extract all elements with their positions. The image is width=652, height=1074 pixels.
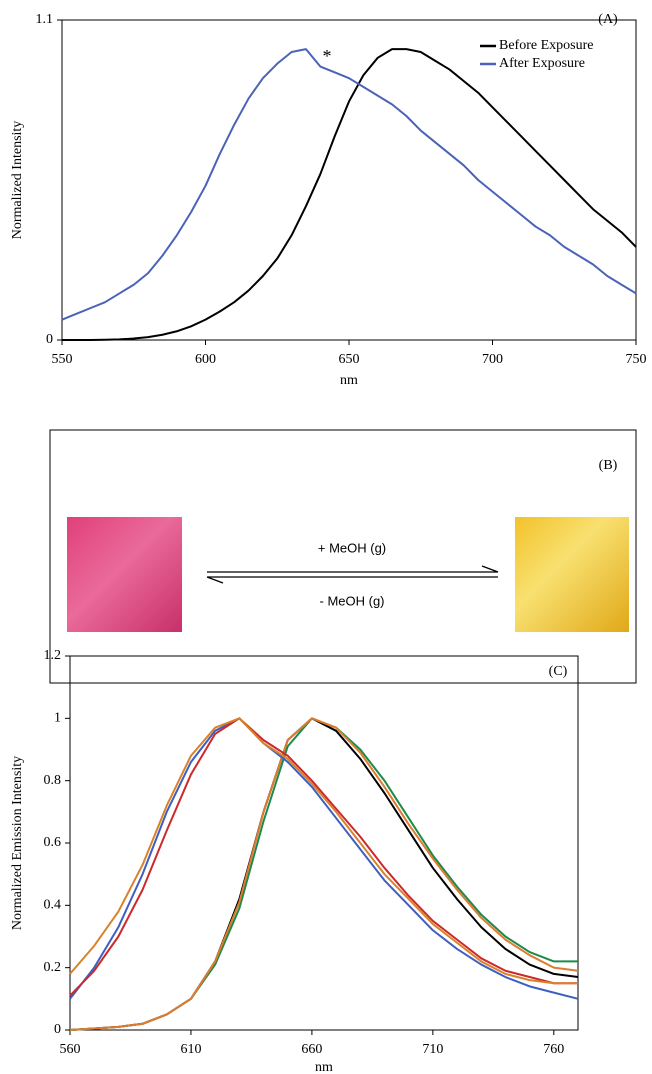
x-tick-label: 660 (301, 1042, 322, 1057)
y-tick-label: 0 (54, 1022, 61, 1037)
forward-arrow (207, 565, 499, 573)
panel-b: (B) + MeOH (g) - MeOH (g) (49, 429, 637, 684)
legend-label: After Exposure (499, 56, 585, 71)
chart: 550 600 650 700 750 0 1.1 nm Normalized Intensit… (10, 12, 646, 388)
y-axis-label: Normalized Intensity (10, 121, 25, 240)
x-tick-label: 650 (339, 352, 360, 367)
series-line (62, 48, 637, 341)
reverse-arrow (206, 576, 498, 584)
pink-film (67, 517, 182, 632)
chart: 560 610 660 710 760 0 0.2 0.4 0.6 0.8 1 1.2 nm Normal… (10, 648, 579, 1074)
panel-label: (C) (549, 664, 568, 679)
series-line (69, 717, 578, 1031)
yellow-film (515, 517, 629, 632)
x-tick-label: 750 (626, 352, 647, 367)
y-tick-label: 0.2 (44, 960, 62, 975)
y-tick-label: 0.4 (44, 898, 62, 913)
x-tick-label: 760 (543, 1042, 564, 1057)
x-tick-label: 550 (52, 352, 73, 367)
series-line (69, 717, 579, 1031)
x-axis-label: nm (340, 373, 358, 388)
plot-frame (69, 655, 579, 1031)
y-tick-label: 1.2 (44, 648, 62, 663)
x-axis-label: nm (315, 1060, 333, 1074)
y-tick-label: 1.1 (36, 12, 54, 27)
panel-label: (A) (598, 12, 618, 27)
y-tick-label: 0.8 (44, 773, 62, 788)
series-line (69, 717, 578, 985)
y-tick-label: 0 (46, 332, 53, 347)
series-line (69, 717, 578, 997)
y-tick-label: 0.6 (44, 835, 62, 850)
annotation: * (323, 46, 332, 66)
y-tick-label: 1 (54, 711, 61, 726)
panel-label: (B) (599, 458, 618, 473)
x-tick-label: 610 (180, 1042, 201, 1057)
series-line (61, 48, 637, 321)
x-tick-label: 600 (195, 352, 216, 367)
reverse-label: - MeOH (g) (320, 593, 385, 608)
series-line (69, 717, 579, 1000)
x-tick-label: 700 (482, 352, 503, 367)
x-tick-label: 710 (422, 1042, 443, 1057)
y-axis-label: Normalized Emission Intensity (10, 756, 25, 930)
series-line (69, 717, 579, 1031)
legend-label: Before Exposure (499, 38, 593, 53)
forward-label: + MeOH (g) (318, 540, 386, 555)
x-tick-label: 560 (60, 1042, 81, 1057)
panel-frame (49, 429, 637, 684)
